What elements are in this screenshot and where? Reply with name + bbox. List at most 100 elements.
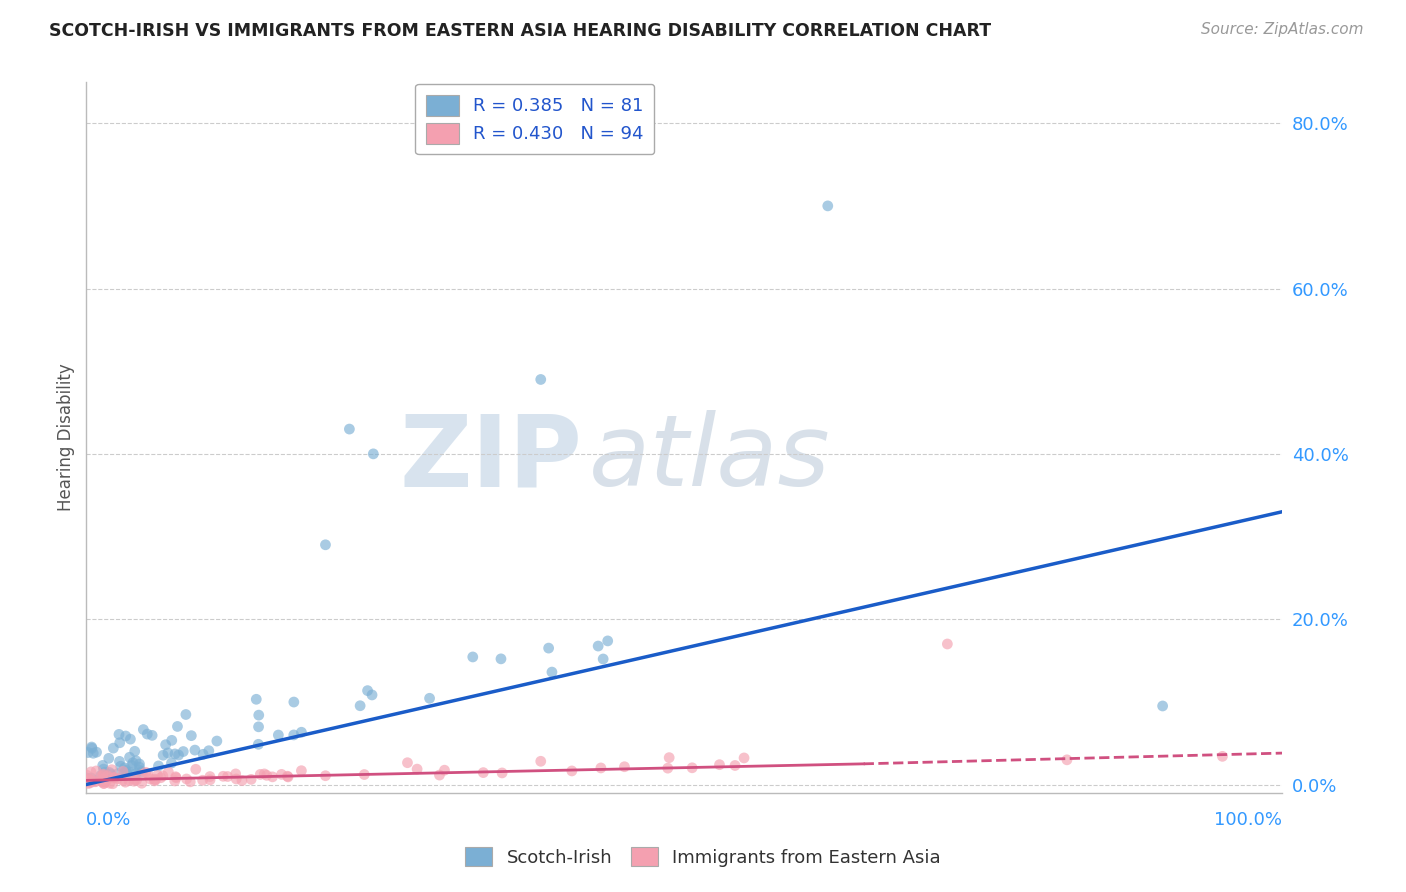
Point — [225, 767, 247, 781]
Point — [82, 746, 104, 760]
Point — [96, 769, 118, 783]
Point — [270, 767, 292, 781]
Point — [681, 761, 703, 775]
Point — [339, 422, 361, 436]
Point — [148, 759, 170, 773]
Point — [115, 764, 138, 778]
Point — [114, 729, 136, 743]
Point — [433, 763, 456, 777]
Point — [356, 683, 378, 698]
Point — [97, 751, 120, 765]
Point — [136, 727, 159, 741]
Point — [936, 637, 959, 651]
Point — [225, 772, 247, 786]
Point — [277, 770, 299, 784]
Point — [530, 372, 553, 386]
Point — [91, 758, 114, 772]
Point — [163, 747, 186, 761]
Point — [131, 776, 153, 790]
Point — [108, 755, 131, 769]
Point — [91, 774, 114, 789]
Point — [247, 737, 270, 751]
Point — [128, 757, 150, 772]
Point — [101, 763, 124, 777]
Point — [541, 665, 564, 679]
Point — [561, 764, 583, 778]
Point — [165, 770, 187, 784]
Point — [245, 692, 267, 706]
Point — [247, 708, 270, 723]
Point — [174, 707, 197, 722]
Point — [217, 770, 239, 784]
Point — [249, 767, 271, 781]
Text: ZIP: ZIP — [399, 410, 582, 508]
Point — [91, 768, 114, 782]
Point — [118, 765, 141, 780]
Point — [90, 769, 112, 783]
Point — [205, 734, 228, 748]
Point — [125, 772, 148, 787]
Point — [472, 765, 495, 780]
Point — [179, 774, 201, 789]
Point — [1211, 749, 1233, 764]
Point — [103, 771, 125, 785]
Point — [80, 771, 103, 785]
Point — [167, 747, 190, 762]
Point — [586, 639, 609, 653]
Point — [84, 764, 107, 778]
Point — [146, 768, 169, 782]
Point — [77, 746, 100, 760]
Point — [290, 764, 312, 778]
Point — [118, 750, 141, 764]
Point — [107, 766, 129, 780]
Point — [353, 767, 375, 781]
Point — [91, 774, 114, 789]
Point — [314, 538, 336, 552]
Point — [152, 748, 174, 763]
Point — [537, 641, 560, 656]
Point — [152, 769, 174, 783]
Point — [120, 732, 142, 747]
Point — [253, 767, 276, 781]
Point — [406, 762, 429, 776]
Point — [191, 773, 214, 788]
Point — [122, 774, 145, 789]
Point — [131, 767, 153, 781]
Point — [596, 634, 619, 648]
Point — [160, 756, 183, 770]
Point — [156, 746, 179, 760]
Point — [100, 767, 122, 781]
Point — [290, 725, 312, 739]
Text: 100.0%: 100.0% — [1215, 811, 1282, 829]
Point — [461, 649, 484, 664]
Point — [101, 777, 124, 791]
Text: 0.0%: 0.0% — [86, 811, 132, 829]
Point — [262, 770, 284, 784]
Point — [94, 765, 117, 780]
Point — [283, 728, 305, 742]
Point — [80, 739, 103, 754]
Point — [114, 766, 136, 780]
Legend: Scotch-Irish, Immigrants from Eastern Asia: Scotch-Irish, Immigrants from Eastern As… — [458, 840, 948, 874]
Text: SCOTCH-IRISH VS IMMIGRANTS FROM EASTERN ASIA HEARING DISABILITY CORRELATION CHAR: SCOTCH-IRISH VS IMMIGRANTS FROM EASTERN … — [49, 22, 991, 40]
Point — [276, 769, 298, 783]
Point — [105, 772, 128, 786]
Point — [76, 768, 98, 782]
Point — [724, 758, 747, 772]
Point — [94, 775, 117, 789]
Point — [198, 772, 221, 787]
Point — [111, 773, 134, 788]
Point — [396, 756, 419, 770]
Point — [198, 744, 221, 758]
Point — [240, 772, 263, 787]
Point — [247, 720, 270, 734]
Point — [589, 761, 612, 775]
Point — [733, 751, 755, 765]
Point — [136, 766, 159, 780]
Point — [84, 774, 107, 789]
Point — [118, 773, 141, 788]
Point — [212, 769, 235, 783]
Point — [143, 772, 166, 787]
Point — [165, 771, 187, 785]
Point — [231, 773, 253, 788]
